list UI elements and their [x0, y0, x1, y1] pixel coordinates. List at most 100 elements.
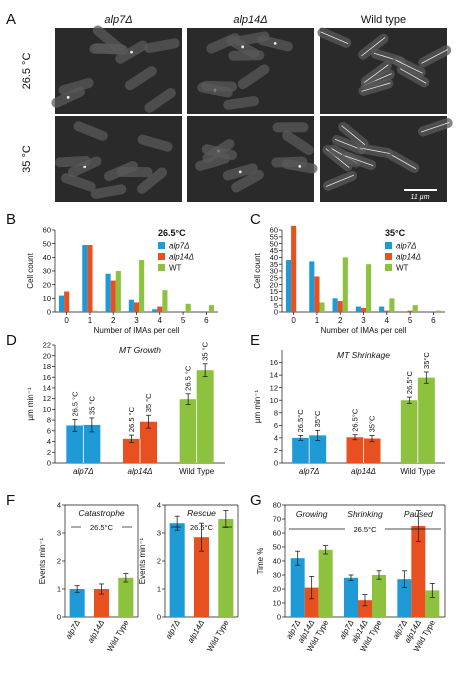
- legend-swatch: [385, 242, 392, 249]
- panel-letter: E: [250, 332, 260, 349]
- bar-temperature-label: 35 °C: [87, 396, 96, 415]
- x-tick-label: Wild Type: [400, 467, 436, 476]
- bar: [379, 306, 385, 312]
- legend-swatch: [158, 253, 165, 260]
- bar: [366, 264, 372, 312]
- yeast-cell: [231, 169, 264, 193]
- y-axis-label: Time %: [256, 548, 265, 575]
- y-tick-label: 80: [273, 501, 281, 510]
- yeast-cell: [58, 78, 94, 96]
- bar: [93, 589, 110, 617]
- x-tick-label: 3: [134, 316, 139, 325]
- y-tick-label: 0: [47, 308, 51, 317]
- bar: [105, 273, 111, 312]
- microtubule-strand: [341, 125, 366, 145]
- y-tick-label: 40: [273, 557, 281, 566]
- yeast-cell: [282, 130, 314, 156]
- yeast-cell: [90, 184, 127, 199]
- y-tick-label: 20: [43, 280, 51, 289]
- chart-title: Rescue: [187, 508, 216, 518]
- y-tick-label: 14: [43, 384, 51, 393]
- yeast-cell: [136, 167, 168, 194]
- bar-temperature-label: 26.5°C: [296, 409, 305, 433]
- micrograph-tile: [317, 27, 452, 114]
- y-tick-label: 4: [57, 501, 61, 510]
- bar: [110, 280, 116, 312]
- y-axis-label: Cell count: [26, 252, 35, 288]
- x-tick-label: 5: [408, 316, 413, 325]
- yeast-cell: [195, 153, 231, 171]
- yeast-cell: [201, 80, 238, 92]
- bar: [309, 261, 315, 312]
- y-tick-label: 10: [270, 396, 278, 405]
- microtubule-strand: [399, 68, 427, 84]
- bar: [193, 537, 210, 617]
- chart-title: MT Shrinkage: [337, 350, 390, 360]
- micrograph-column-label: Wild type: [361, 14, 406, 26]
- x-tick-label: alp14Δ: [186, 619, 206, 645]
- bar: [304, 587, 319, 617]
- y-tick-label: 3: [57, 529, 61, 538]
- y-tick-label: 20: [273, 585, 281, 594]
- y-tick-label: 40: [43, 253, 51, 262]
- micrograph-tile: [320, 116, 453, 202]
- bar: [58, 295, 65, 312]
- bar: [64, 291, 70, 312]
- bar: [123, 438, 140, 463]
- y-tick-label: 2: [57, 557, 61, 566]
- microtubule-strand: [364, 64, 389, 83]
- bar: [344, 577, 358, 617]
- y-tick-label: 6: [47, 426, 51, 435]
- panel-letter: G: [250, 492, 262, 509]
- bar: [319, 302, 325, 312]
- y-tick-label: 10: [43, 294, 51, 303]
- bar: [82, 245, 88, 312]
- yeast-cell: [124, 66, 157, 91]
- x-tick-label: 1: [88, 316, 93, 325]
- y-tick-label: 1: [157, 585, 161, 594]
- bar-temperature-label: 35°C: [422, 352, 431, 369]
- bar: [290, 558, 305, 617]
- bar-temperature-label: 35 °C: [144, 393, 153, 412]
- y-tick-label: 60: [43, 226, 51, 235]
- panel-letter: F: [6, 492, 15, 509]
- y-axis-label: Events min⁻¹: [138, 537, 147, 584]
- micrograph-tile: [51, 25, 182, 114]
- bar: [128, 299, 134, 312]
- chart-subtitle: 26.5°C: [90, 523, 114, 532]
- y-tick-label: 14: [270, 371, 278, 380]
- y-tick-label: 6: [274, 421, 278, 430]
- x-tick-label: alp7Δ: [73, 467, 94, 476]
- microtubule-strand: [326, 174, 355, 187]
- bar: [400, 400, 418, 463]
- y-tick-label: 8: [47, 416, 51, 425]
- bar: [360, 307, 367, 312]
- panel-b: 0 10 20 30 40 50 60 0 1 2 3 4 5 6 Number of IMAs per c…: [26, 226, 218, 335]
- panel-f-rescue: 0 1 2 3 4 alp7Δ alp14Δ Wild Type Rescue 26.5°C Eve…: [138, 501, 239, 653]
- x-tick-label: Wild Type: [105, 618, 131, 653]
- chart-title: MT Growth: [119, 345, 161, 355]
- group-title: Growing: [296, 509, 328, 519]
- panel-g: 01020304050607080Growingalp7Δalp14ΔWild …: [256, 501, 446, 653]
- legend-label: alp14Δ: [169, 253, 194, 262]
- microtubule-strand: [360, 147, 390, 154]
- scale-bar-label: 11 µm: [410, 194, 429, 201]
- bar: [314, 276, 320, 312]
- yeast-cell: [55, 155, 92, 168]
- yeast-cell: [228, 50, 265, 61]
- panel-letter: B: [6, 211, 16, 228]
- y-tick-label: 0: [57, 613, 61, 622]
- x-tick-label: 0: [64, 316, 69, 325]
- y-axis-label: µm min⁻¹: [26, 387, 35, 421]
- chart-subtitle: 26.5°C: [190, 523, 214, 532]
- bar: [358, 600, 372, 617]
- x-tick-label: 0: [291, 316, 296, 325]
- y-tick-label: 10: [270, 294, 278, 303]
- microtubule-dot: [273, 41, 277, 45]
- y-tick-label: 22: [43, 341, 51, 350]
- y-tick-label: 30: [270, 267, 278, 276]
- bar: [363, 438, 381, 463]
- micrograph-tile: [55, 116, 182, 202]
- x-tick-label: alp7Δ: [164, 619, 182, 641]
